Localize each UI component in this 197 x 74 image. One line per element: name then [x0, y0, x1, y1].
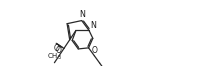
- Text: O: O: [53, 44, 59, 53]
- Text: O: O: [92, 46, 98, 55]
- Text: O: O: [56, 46, 62, 55]
- Text: CH$_3$: CH$_3$: [47, 52, 62, 62]
- Text: N: N: [79, 10, 85, 19]
- Text: N: N: [90, 20, 96, 30]
